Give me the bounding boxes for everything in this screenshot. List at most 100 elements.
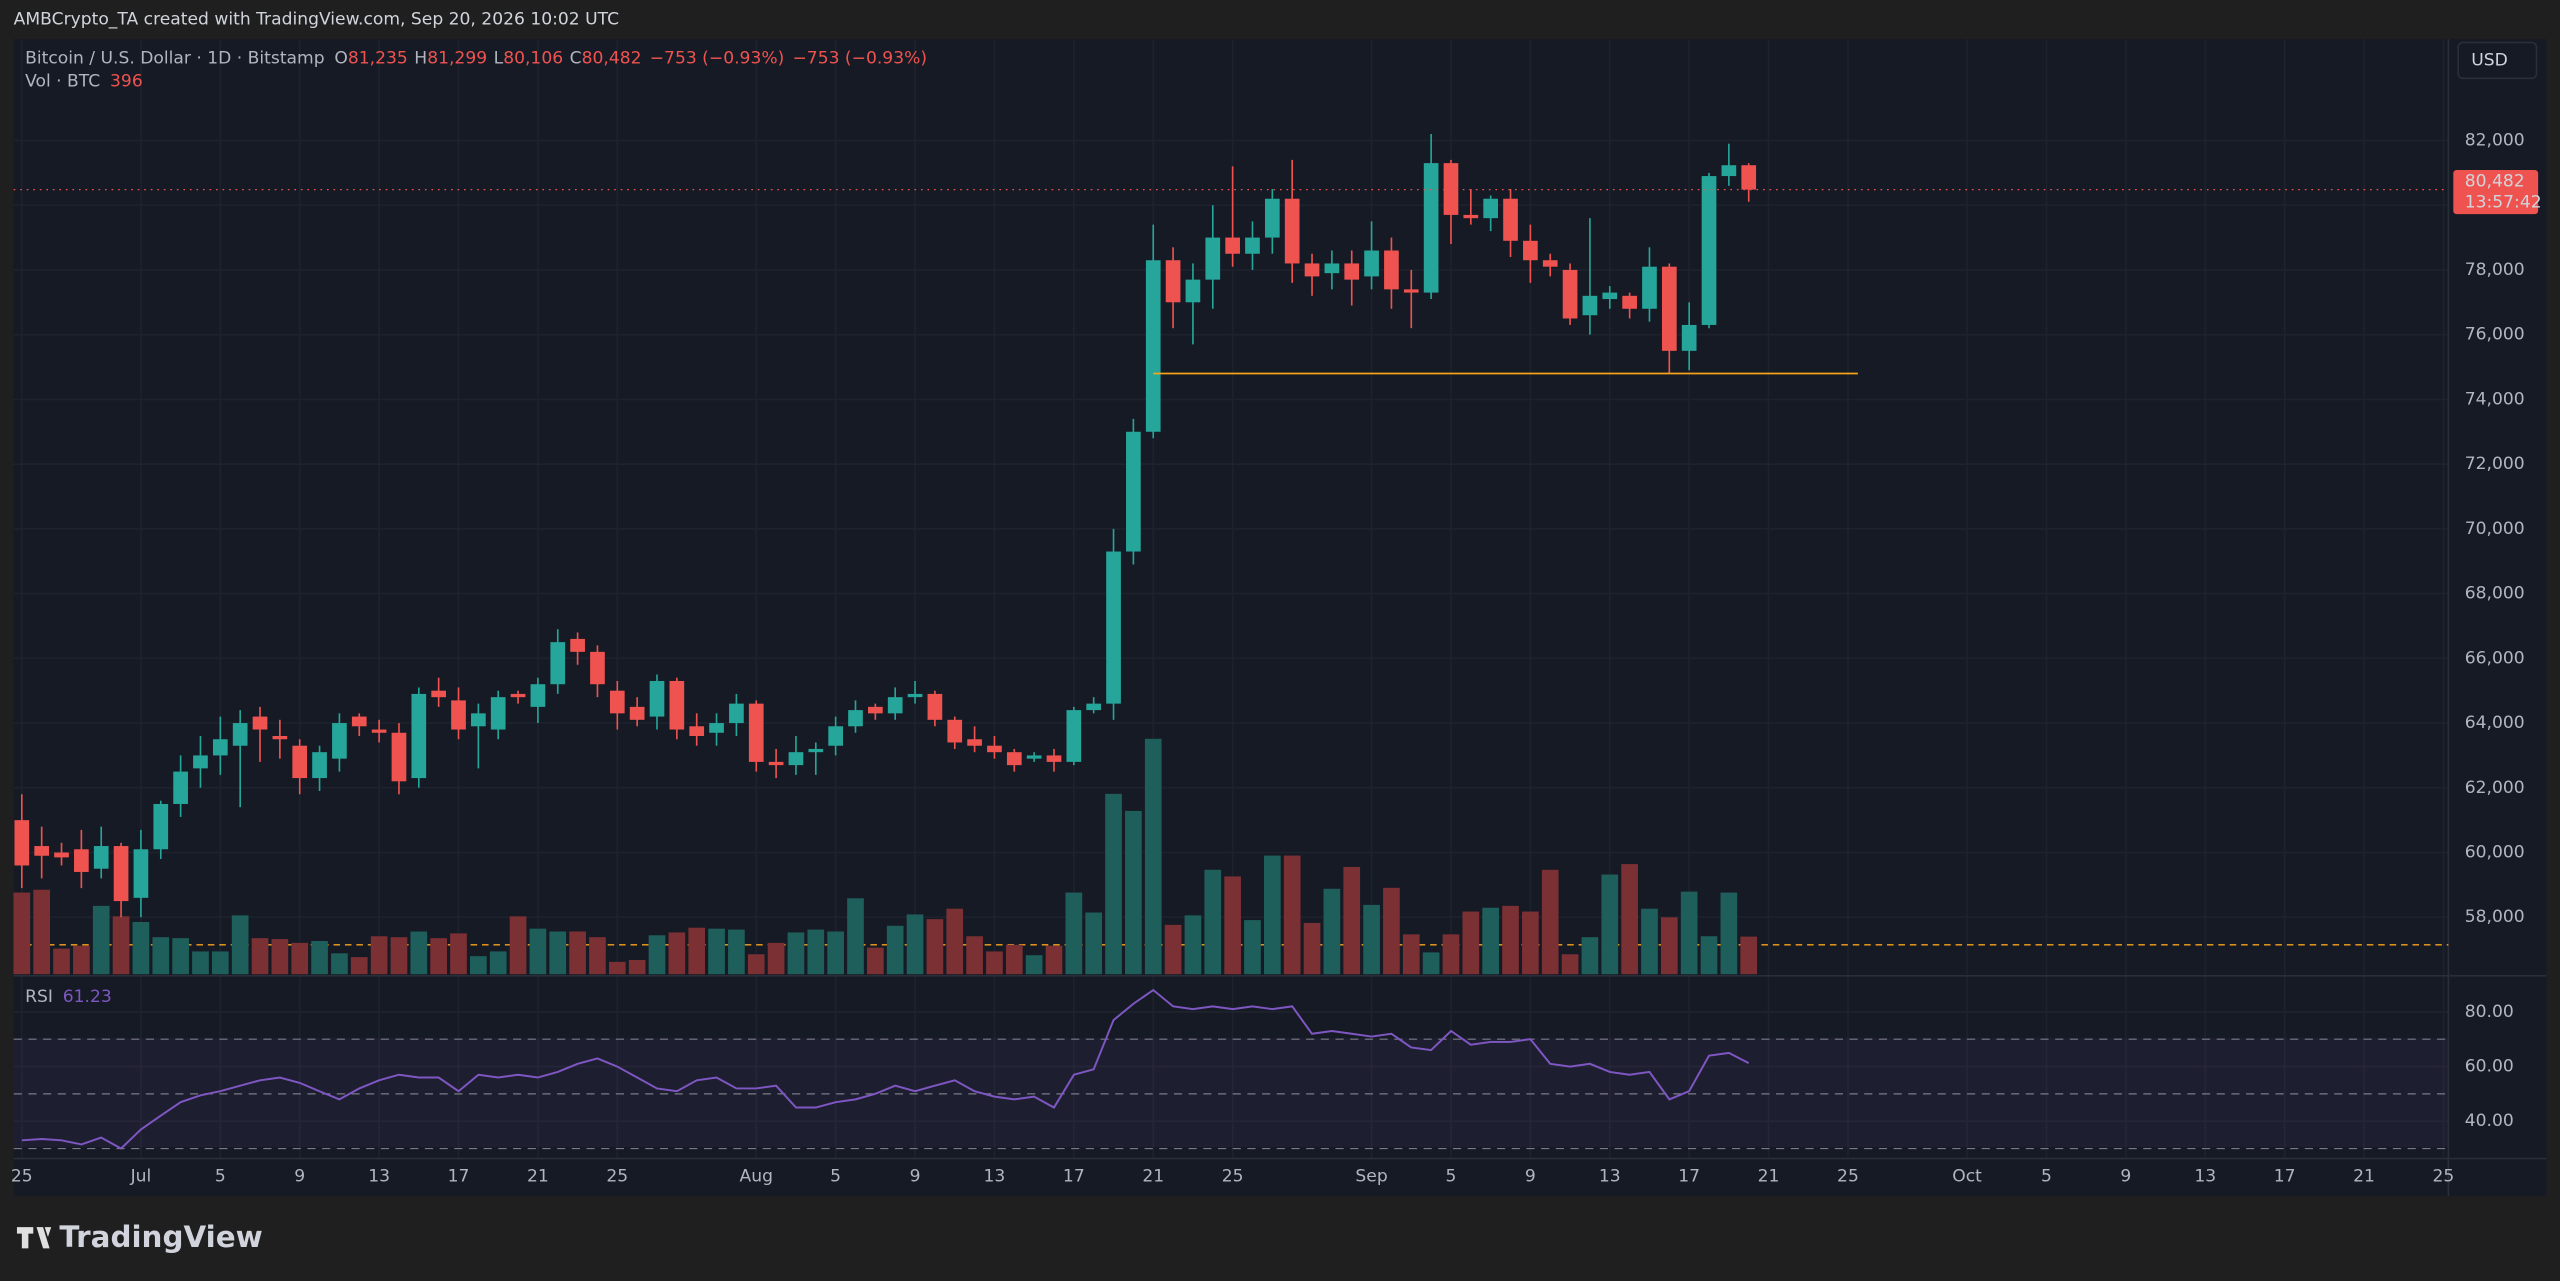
candle-body bbox=[1324, 263, 1340, 274]
volume-bar bbox=[331, 953, 348, 975]
rsi-tick-label: 60.00 bbox=[2465, 1057, 2514, 1077]
volume-bar bbox=[1740, 936, 1758, 975]
volume-bar bbox=[608, 961, 626, 975]
candle-body bbox=[451, 700, 466, 730]
volume-bar bbox=[1363, 904, 1380, 975]
y-tick-label: 60,000 bbox=[2465, 843, 2525, 863]
volume-bar bbox=[1462, 911, 1480, 975]
y-tick-label: 68,000 bbox=[2465, 584, 2525, 604]
y-tick-label: 72,000 bbox=[2465, 454, 2525, 474]
volume-bar bbox=[688, 927, 706, 975]
candle-body bbox=[391, 732, 407, 782]
candle-body bbox=[1046, 755, 1062, 762]
candle-body bbox=[967, 739, 982, 746]
volume-bar bbox=[1343, 866, 1361, 975]
candle-body bbox=[570, 638, 585, 652]
volume-bar bbox=[1482, 907, 1500, 975]
candle-body bbox=[1523, 240, 1538, 261]
candle-body bbox=[1741, 165, 1757, 190]
x-tick-label: 21 bbox=[1758, 1167, 1780, 1187]
candle-body bbox=[609, 690, 625, 714]
x-tick-label: Oct bbox=[1952, 1167, 1982, 1187]
legend-value: 80,106 bbox=[503, 49, 563, 69]
rsi-tick-label: 40.00 bbox=[2465, 1111, 2514, 1131]
candle-body bbox=[292, 745, 308, 779]
x-tick-label: 5 bbox=[215, 1167, 226, 1187]
volume-bar bbox=[1561, 954, 1579, 975]
x-tick-label: 25 bbox=[1222, 1167, 1244, 1187]
candle-body bbox=[868, 706, 883, 714]
legend: Bitcoin / U.S. Dollar · 1D · Bitstamp O81… bbox=[25, 49, 927, 69]
volume-bar bbox=[410, 931, 428, 975]
volume-bar bbox=[1581, 937, 1599, 975]
currency-label[interactable]: USD bbox=[2471, 50, 2508, 70]
volume-bar bbox=[1263, 855, 1281, 975]
y-tick-label: 66,000 bbox=[2465, 648, 2525, 668]
volume-bar bbox=[926, 919, 944, 975]
volume-bar bbox=[589, 937, 606, 975]
candle-body bbox=[252, 716, 268, 730]
volume-bar bbox=[668, 932, 686, 975]
currency-button[interactable] bbox=[2457, 41, 2538, 80]
candle-body bbox=[848, 710, 863, 727]
candle-body bbox=[1006, 752, 1022, 766]
x-tick-label: 25 bbox=[11, 1167, 33, 1187]
y-tick-label: 74,000 bbox=[2465, 389, 2525, 409]
volume-bar bbox=[132, 922, 150, 975]
legend-key: O bbox=[334, 49, 347, 69]
volume-bar bbox=[1085, 912, 1103, 975]
x-tick-label: 17 bbox=[1063, 1167, 1085, 1187]
candle-body bbox=[113, 846, 129, 902]
volume-bar bbox=[906, 914, 924, 975]
volume-bar bbox=[1720, 892, 1738, 975]
legend-key: L bbox=[494, 49, 504, 69]
volume-bar bbox=[509, 916, 527, 975]
volume-bar bbox=[291, 942, 309, 975]
candle-body bbox=[371, 729, 387, 733]
x-tick-label: 17 bbox=[448, 1167, 470, 1187]
volume-bar bbox=[827, 931, 844, 975]
y-tick-label: 62,000 bbox=[2465, 778, 2525, 798]
candle-body bbox=[1126, 431, 1141, 552]
volume-title: Vol · BTC bbox=[25, 72, 100, 92]
volume-bar bbox=[569, 931, 586, 975]
logo-icon bbox=[16, 1227, 52, 1249]
volume-bar bbox=[529, 928, 547, 975]
candle-body bbox=[1681, 324, 1697, 351]
candle-body bbox=[1165, 260, 1181, 303]
candle-body bbox=[590, 651, 605, 685]
candle-body bbox=[987, 745, 1002, 753]
volume-bar bbox=[1283, 855, 1301, 975]
candle-body bbox=[768, 761, 784, 766]
volume-bar bbox=[1105, 793, 1122, 975]
x-tick-label: 17 bbox=[2274, 1167, 2296, 1187]
volume-bar bbox=[1303, 922, 1321, 975]
candle-body bbox=[530, 684, 546, 707]
volume-bar bbox=[1025, 955, 1043, 975]
candle-body bbox=[351, 716, 367, 727]
logo-text: TradingView bbox=[59, 1220, 262, 1254]
candle-body bbox=[1185, 279, 1201, 303]
candle-body bbox=[411, 693, 427, 779]
header-text: AMBCrypto_TA created with TradingView.co… bbox=[14, 10, 619, 30]
price-label: 80,482 bbox=[2465, 171, 2525, 191]
volume-bar bbox=[1244, 920, 1261, 975]
rsi-value: 61.23 bbox=[63, 987, 112, 1007]
volume-bar bbox=[350, 957, 368, 975]
volume-bar bbox=[747, 954, 765, 975]
candle-body bbox=[14, 820, 30, 866]
volume-bar bbox=[1402, 934, 1420, 975]
candle-body bbox=[550, 642, 566, 685]
volume-bar bbox=[470, 956, 487, 975]
volume-bar bbox=[807, 929, 825, 975]
x-tick-label: Aug bbox=[740, 1167, 773, 1187]
price-label-box bbox=[2453, 170, 2539, 215]
volume-bar bbox=[1422, 952, 1440, 975]
volume-bar bbox=[1601, 874, 1619, 975]
volume-bar bbox=[172, 938, 189, 975]
volume-bar bbox=[1641, 908, 1658, 975]
candle-body bbox=[1701, 176, 1717, 325]
candle-body bbox=[1145, 260, 1161, 432]
candle-body bbox=[669, 680, 685, 730]
x-tick-label: 13 bbox=[2194, 1167, 2216, 1187]
